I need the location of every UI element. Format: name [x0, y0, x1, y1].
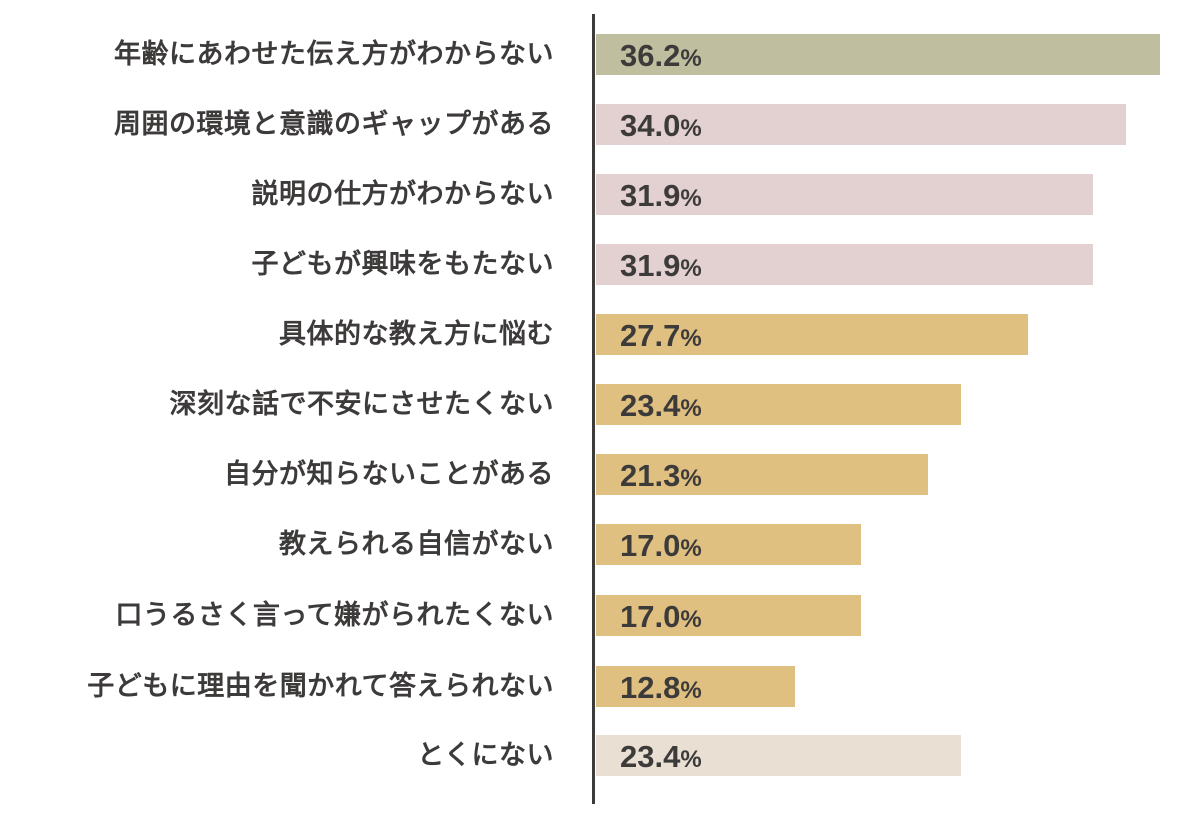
percent-sign: % — [680, 535, 702, 562]
category-label: 具体的な教え方に悩む — [279, 319, 554, 350]
category-label: 年齢にあわせた伝え方がわからない — [114, 39, 554, 70]
chart-row: 年齢にあわせた伝え方がわからない 36.2% — [0, 34, 1200, 75]
value-label: 17.0% — [620, 595, 702, 636]
value-label: 31.9% — [620, 174, 702, 215]
percent-sign: % — [680, 185, 702, 212]
value-number: 23.4 — [620, 388, 681, 423]
chart-row: 自分が知らないことがある 21.3% — [0, 454, 1200, 495]
value-number: 21.3 — [620, 458, 681, 493]
chart-row: 周囲の環境と意識のギャップがある 34.0% — [0, 104, 1200, 145]
bar — [596, 454, 928, 495]
category-label: とくにない — [417, 740, 554, 771]
percent-sign: % — [680, 677, 702, 704]
value-number: 31.9 — [620, 178, 681, 213]
category-label: 教えられる自信がない — [279, 529, 554, 560]
value-label: 21.3% — [620, 454, 702, 495]
value-label: 36.2% — [620, 34, 702, 75]
category-label: 深刻な話で不安にさせたくない — [169, 389, 554, 420]
value-label: 31.9% — [620, 244, 702, 285]
chart-row: 教えられる自信がない 17.0% — [0, 524, 1200, 565]
chart-row: 深刻な話で不安にさせたくない 23.4% — [0, 384, 1200, 425]
value-label: 23.4% — [620, 384, 702, 425]
value-number: 34.0 — [620, 108, 681, 143]
percent-sign: % — [680, 465, 702, 492]
chart-row: 説明の仕方がわからない 31.9% — [0, 174, 1200, 215]
chart-row: とくにない 23.4% — [0, 735, 1200, 776]
bar — [596, 384, 961, 425]
value-number: 12.8 — [620, 670, 681, 705]
percent-sign: % — [680, 115, 702, 142]
category-label: 自分が知らないことがある — [224, 459, 554, 490]
bar — [596, 595, 861, 636]
category-label: 子どもが興味をもたない — [251, 249, 554, 280]
chart-row: 子どもに理由を聞かれて答えられない 12.8% — [0, 666, 1200, 707]
value-number: 17.0 — [620, 599, 681, 634]
category-label: 子どもに理由を聞かれて答えられない — [87, 671, 554, 702]
category-label: 口うるさく言って嫌がられたくない — [115, 600, 554, 631]
bar — [596, 104, 1126, 145]
value-number: 23.4 — [620, 739, 681, 774]
bar — [596, 174, 1093, 215]
percent-sign: % — [680, 746, 702, 773]
percent-sign: % — [680, 325, 702, 352]
category-label: 説明の仕方がわからない — [251, 179, 554, 210]
value-number: 36.2 — [620, 38, 681, 73]
value-label: 23.4% — [620, 735, 702, 776]
percent-sign: % — [680, 606, 702, 633]
bar — [596, 735, 961, 776]
value-number: 27.7 — [620, 318, 681, 353]
percent-sign: % — [680, 45, 702, 72]
bar — [596, 244, 1093, 285]
y-axis-line — [592, 14, 595, 804]
percent-sign: % — [680, 255, 702, 282]
bar — [596, 524, 861, 565]
chart-row: 具体的な教え方に悩む 27.7% — [0, 314, 1200, 355]
value-label: 27.7% — [620, 314, 702, 355]
value-number: 31.9 — [620, 248, 681, 283]
bar — [596, 666, 796, 707]
value-label: 12.8% — [620, 666, 702, 707]
value-label: 17.0% — [620, 524, 702, 565]
value-number: 17.0 — [620, 528, 681, 563]
bar — [596, 34, 1160, 75]
chart-row: 子どもが興味をもたない 31.9% — [0, 244, 1200, 285]
category-label: 周囲の環境と意識のギャップがある — [114, 109, 554, 140]
bar — [596, 314, 1028, 355]
chart-row: 口うるさく言って嫌がられたくない 17.0% — [0, 595, 1200, 636]
percent-sign: % — [680, 395, 702, 422]
value-label: 34.0% — [620, 104, 702, 145]
